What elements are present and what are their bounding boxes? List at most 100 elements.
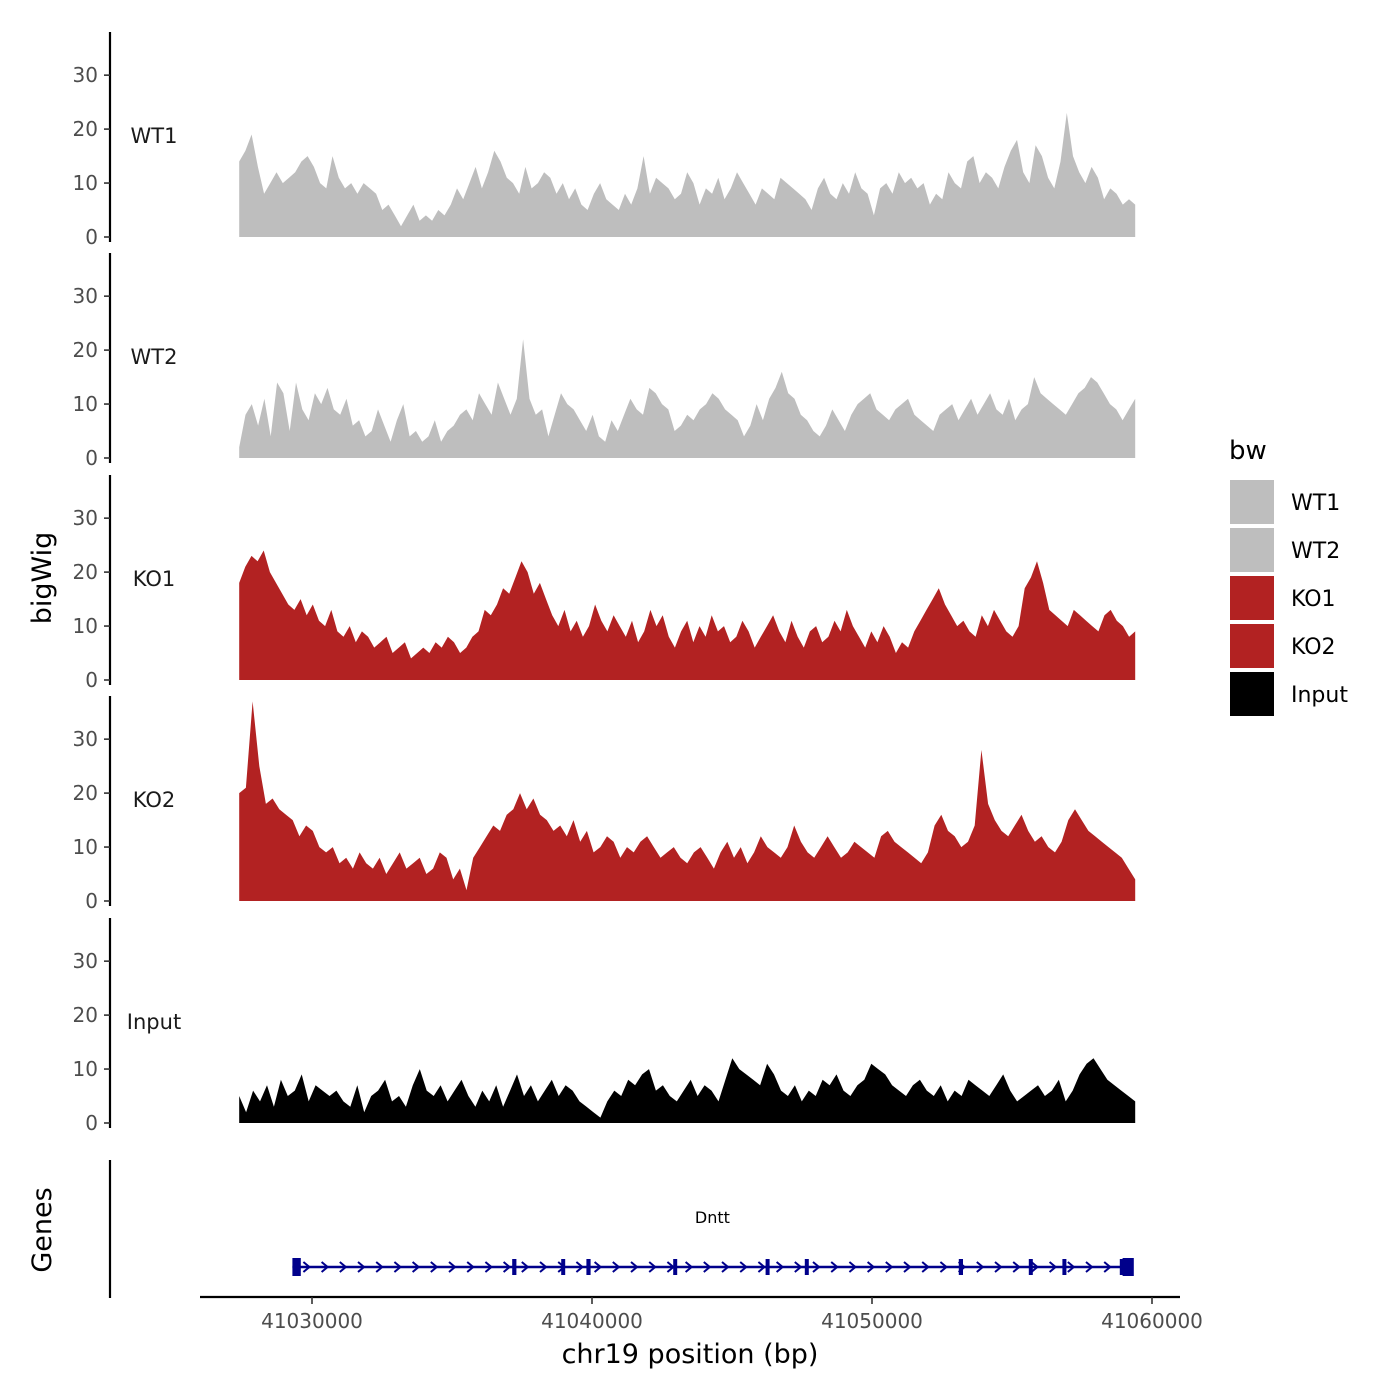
strand-arrow-icon	[1012, 1261, 1021, 1273]
exon	[673, 1259, 678, 1275]
strand-arrow-icon	[430, 1261, 439, 1273]
strand-arrow-icon	[1048, 1261, 1058, 1273]
legend-label-wt1: WT1	[1291, 491, 1340, 516]
track-label: WT1	[131, 124, 178, 148]
gene-track: Dntt	[108, 1160, 1134, 1298]
x-axis-title: chr19 position (bp)	[562, 1339, 819, 1370]
y-tick-label: 0	[85, 889, 98, 913]
legend-swatch-input	[1230, 672, 1274, 716]
strand-arrow-icon	[630, 1261, 639, 1273]
y-tick-label: 20	[73, 781, 98, 805]
y-tick-label: 0	[85, 1111, 98, 1135]
strand-arrow-icon	[539, 1261, 548, 1273]
strand-arrow-icon	[466, 1261, 475, 1273]
legend-swatch-wt2	[1230, 528, 1274, 572]
exon	[804, 1259, 809, 1275]
x-axis: 41030000 41040000 41050000 41060000	[200, 1295, 1203, 1333]
strand-arrow-icon	[502, 1261, 512, 1273]
y-tick-label: 20	[73, 560, 98, 584]
exon	[586, 1259, 591, 1275]
track-wt2: 0 10 20 30 WT2	[73, 253, 1136, 470]
strand-arrow-icon	[775, 1261, 785, 1273]
track-label: WT2	[131, 345, 178, 369]
legend-swatch-wt1	[1230, 480, 1274, 524]
strand-arrow-icon	[866, 1261, 876, 1273]
coverage-area-input	[239, 1058, 1136, 1123]
strand-arrow-icon	[903, 1261, 912, 1273]
coverage-area-ko1	[239, 550, 1136, 680]
legend-label-wt2: WT2	[1291, 539, 1340, 564]
legend-label-input: Input	[1291, 683, 1348, 708]
strand-arrow-icon	[830, 1261, 839, 1273]
exon	[292, 1258, 301, 1276]
strand-arrow-icon	[357, 1261, 366, 1273]
track-label: KO1	[133, 567, 176, 591]
y-axis-title: bigWig	[27, 532, 58, 625]
strand-arrow-icon	[1085, 1261, 1094, 1273]
exon	[561, 1259, 566, 1275]
coverage-tracks: 0 10 20 30 WT1 0 10 20 30 WT2 0 10 20 30 KO1 0 10 20 30 KO2…	[73, 32, 1136, 1135]
strand-arrow-icon	[1030, 1261, 1039, 1273]
strand-arrow-icon	[703, 1261, 712, 1273]
y-tick-label: 0	[85, 225, 98, 249]
y-tick-label: 10	[73, 392, 98, 416]
strand-arrow-icon	[302, 1261, 311, 1273]
x-tick-label: 41030000	[261, 1309, 363, 1333]
strand-arrow-icon	[939, 1261, 948, 1273]
coverage-area-wt1	[239, 112, 1136, 237]
strand-arrow-icon	[848, 1261, 857, 1273]
y-tick-label: 0	[85, 668, 98, 692]
strand-arrow-icon	[684, 1261, 694, 1273]
strand-arrow-icon	[976, 1261, 985, 1273]
x-tick-label: 41050000	[821, 1309, 923, 1333]
strand-arrow-icon	[648, 1261, 657, 1273]
strand-arrow-icon	[994, 1261, 1003, 1273]
track-ko2: 0 10 20 30 KO2	[73, 696, 1136, 913]
strand-arrow-icon	[1103, 1261, 1112, 1273]
strand-arrow-icon	[575, 1261, 584, 1273]
exon	[1028, 1259, 1033, 1275]
exon	[1122, 1258, 1134, 1276]
genes-axis-title: Genes	[27, 1187, 58, 1272]
y-tick-label: 20	[73, 338, 98, 362]
legend-swatch-ko1	[1230, 576, 1274, 620]
track-ko1: 0 10 20 30 KO1	[73, 475, 1136, 692]
strand-arrow-icon	[1067, 1261, 1076, 1273]
y-tick-label: 10	[73, 835, 98, 859]
legend-title: bw	[1229, 436, 1267, 466]
y-tick-label: 20	[73, 1003, 98, 1027]
track-wt1: 0 10 20 30 WT1	[73, 32, 1136, 249]
y-tick-label: 10	[73, 614, 98, 638]
y-tick-label: 30	[73, 63, 98, 87]
x-tick-label: 41060000	[1101, 1309, 1203, 1333]
strand-arrow-icon	[739, 1261, 748, 1273]
y-tick-label: 30	[73, 949, 98, 973]
strand-arrow-icon	[721, 1261, 730, 1273]
strand-arrow-icon	[411, 1261, 421, 1273]
strand-arrow-icon	[448, 1261, 457, 1273]
legend: bw WT1 WT2 KO1 KO2 Input	[1229, 436, 1348, 716]
coverage-area-wt2	[239, 339, 1136, 458]
strand-arrow-icon	[375, 1261, 384, 1273]
strand-arrow-icon	[612, 1261, 621, 1273]
exon	[958, 1259, 963, 1275]
y-tick-label: 30	[73, 506, 98, 530]
strand-arrow-icon	[521, 1261, 530, 1273]
strand-arrow-icon	[812, 1261, 821, 1273]
strand-arrow-icon	[921, 1261, 930, 1273]
exon	[1119, 1259, 1124, 1275]
strand-arrow-icon	[339, 1261, 348, 1273]
y-tick-label: 10	[73, 171, 98, 195]
track-label: Input	[127, 1010, 181, 1034]
strand-arrow-icon	[885, 1261, 894, 1273]
legend-label-ko1: KO1	[1291, 587, 1336, 612]
legend-swatch-ko2	[1230, 624, 1274, 668]
strand-arrow-icon	[393, 1261, 402, 1273]
exon	[1062, 1259, 1067, 1275]
track-label: KO2	[133, 788, 176, 812]
strand-arrow-icon	[794, 1261, 803, 1273]
gene-label: Dntt	[695, 1208, 730, 1227]
legend-label-ko2: KO2	[1291, 635, 1336, 660]
y-tick-label: 0	[85, 446, 98, 470]
track-input: 0 10 20 30 Input	[73, 918, 1136, 1135]
